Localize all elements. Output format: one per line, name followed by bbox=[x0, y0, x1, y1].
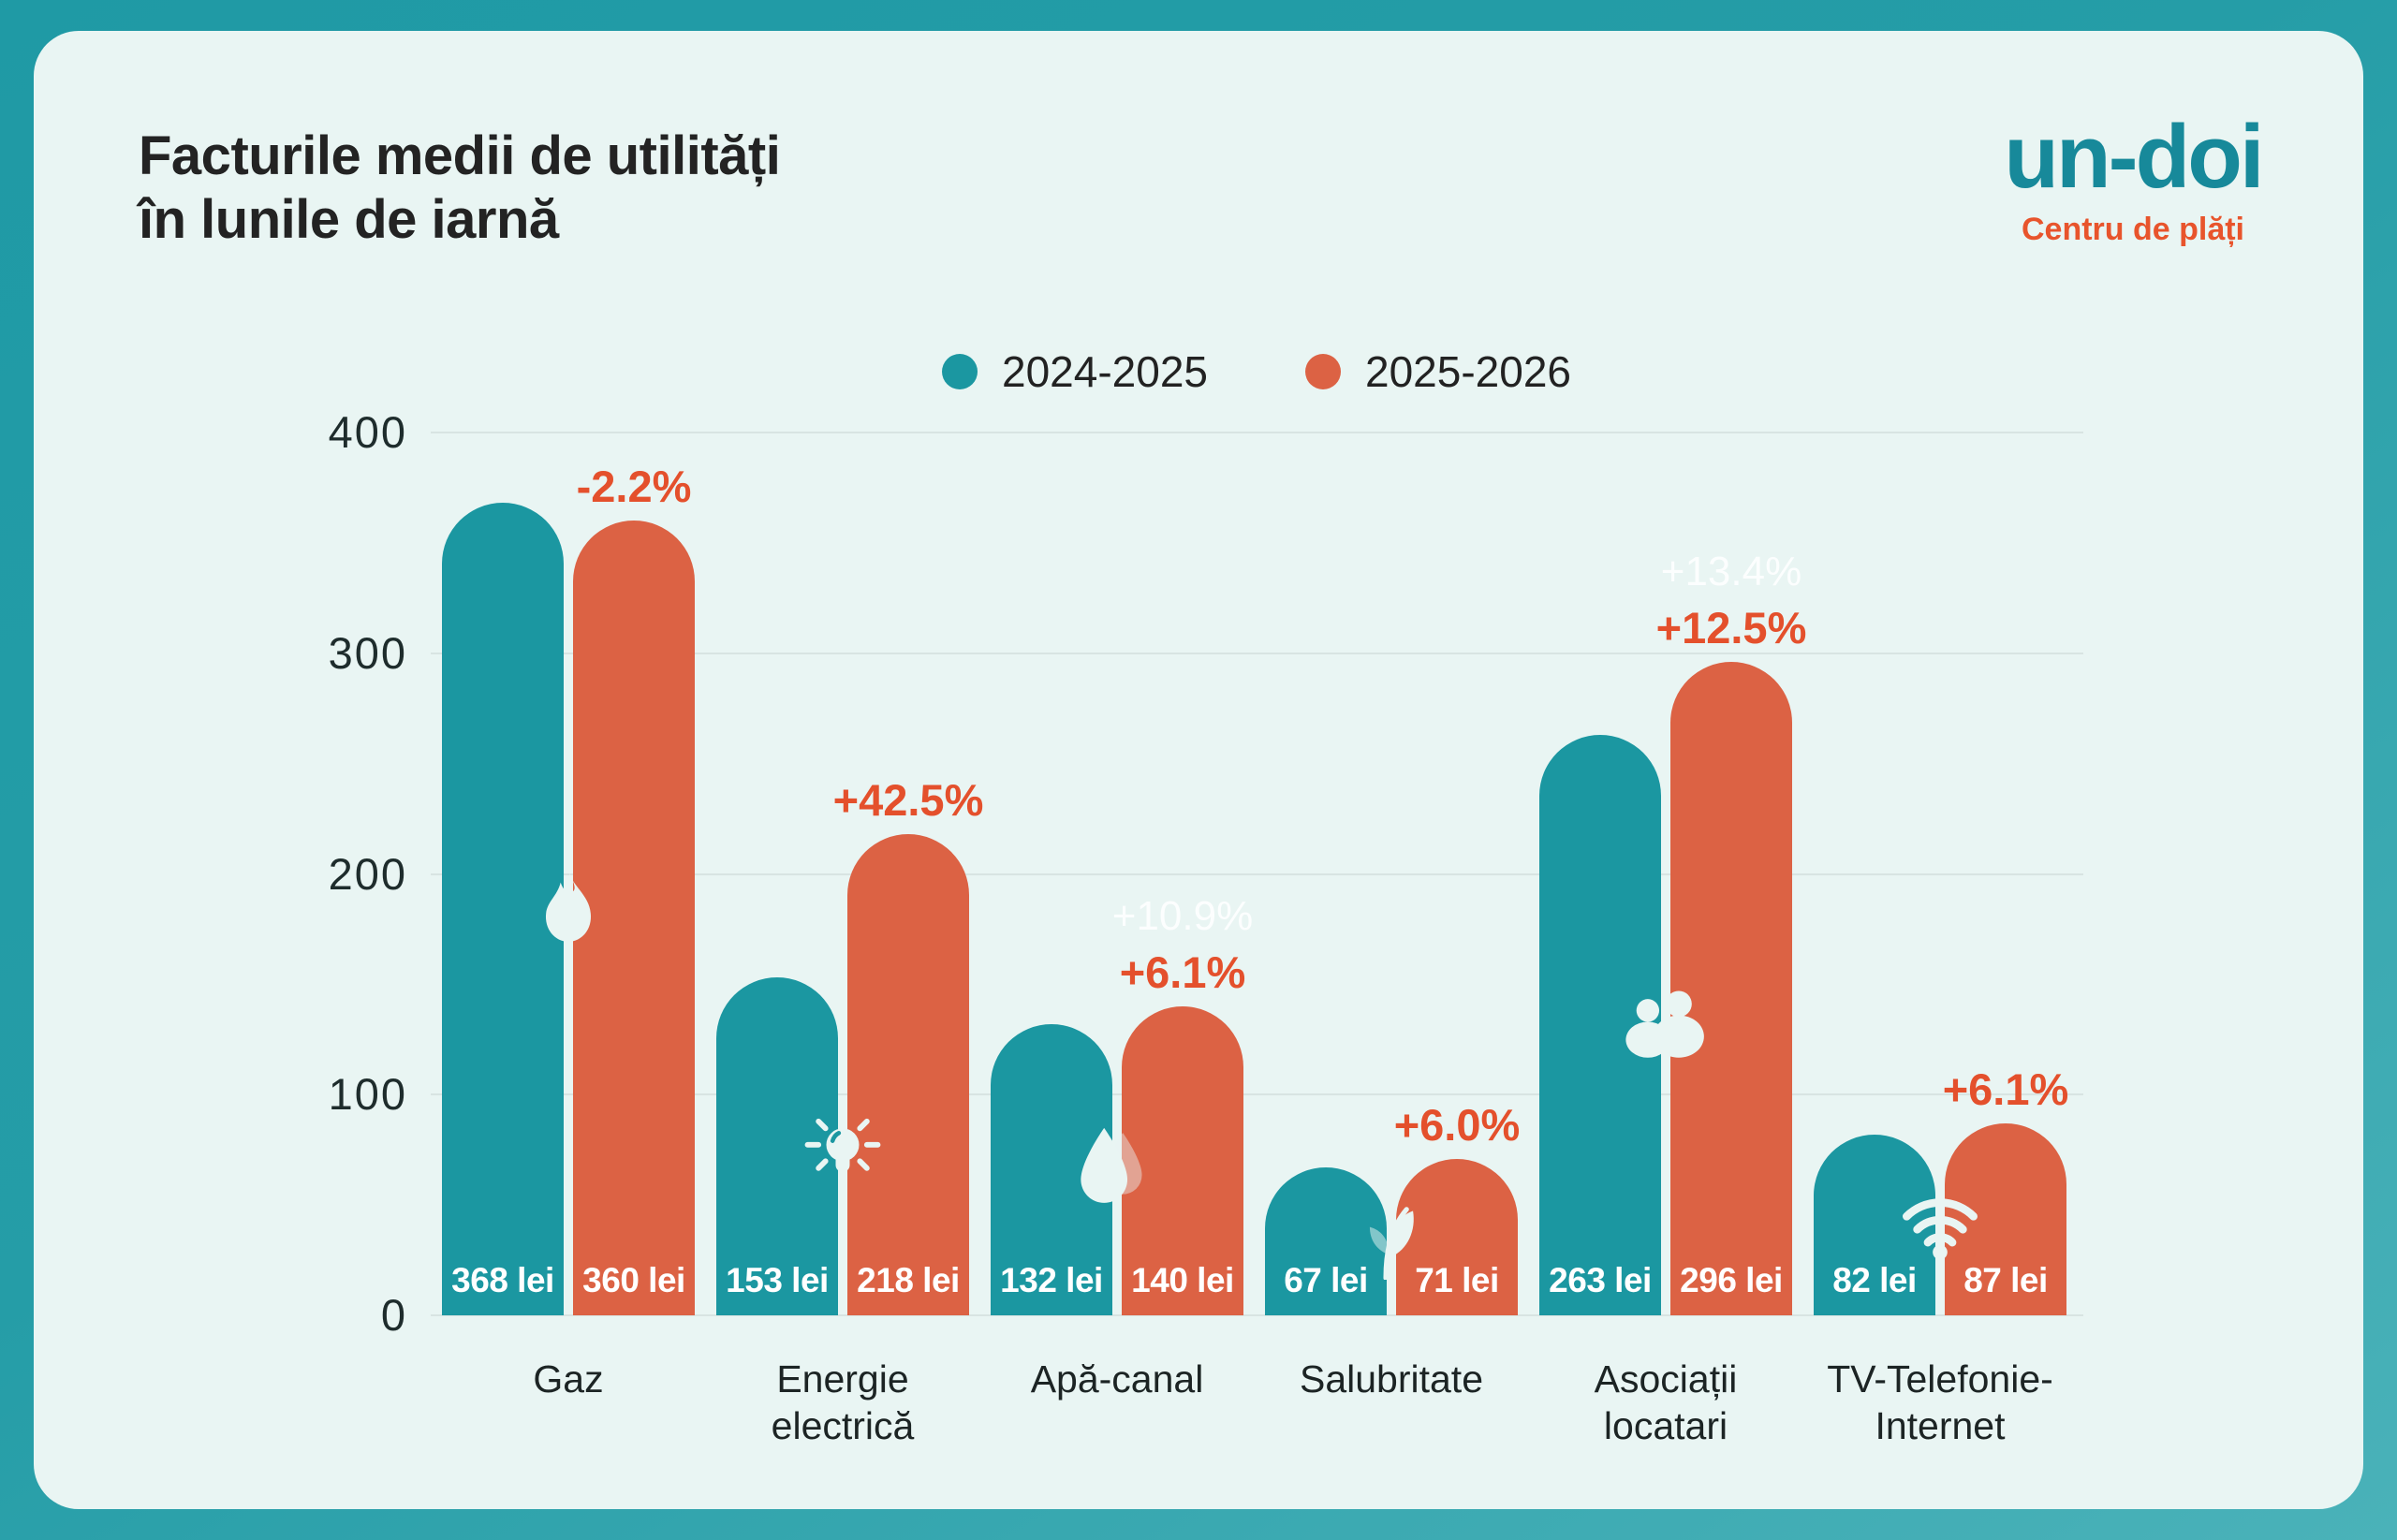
page-title: Facturile medii de utilități în lunile d… bbox=[139, 125, 781, 252]
page-title-line2: în lunile de iarnă bbox=[139, 189, 559, 250]
residents-icon bbox=[1621, 988, 1711, 1063]
bar-value-2024-2025-salubritate: 67 lei bbox=[1284, 1261, 1368, 1299]
gridline-200 bbox=[431, 873, 2083, 875]
bar-2024-2025-salubritate: 67 lei bbox=[1265, 1167, 1387, 1315]
category-label-tv-telefonie-internet: TV-Telefonie- Internet bbox=[1827, 1357, 2053, 1447]
bar-2025-2026-gaz: 360 lei bbox=[573, 521, 695, 1315]
bar-2025-2026-asociații-locatari: 296 lei bbox=[1670, 662, 1792, 1315]
y-axis-label-100: 100 bbox=[328, 1069, 407, 1120]
bar-2025-2026-salubritate: 71 lei bbox=[1396, 1158, 1518, 1315]
gridline-100 bbox=[431, 1093, 2083, 1096]
y-axis-label-400: 400 bbox=[328, 407, 407, 457]
change-label-energie-electrică: +42.5% bbox=[832, 775, 984, 826]
category-label-asociații-locatari: Asociații locatari bbox=[1594, 1357, 1738, 1447]
bar-value-2024-2025-apă-canal: 132 lei bbox=[1000, 1261, 1103, 1299]
y-axis-label-300: 300 bbox=[328, 627, 407, 678]
leaf-icon bbox=[1363, 1203, 1419, 1281]
water-drop-icon bbox=[1074, 1126, 1160, 1212]
bar-value-2025-2026-salubritate: 71 lei bbox=[1415, 1261, 1499, 1299]
lightbulb-icon bbox=[796, 1106, 890, 1187]
bar-value-2024-2025-energie-electrică: 153 lei bbox=[726, 1261, 829, 1299]
gridline-400 bbox=[431, 432, 2083, 433]
bar-2024-2025-tv-telefonie-internet: 82 lei bbox=[1814, 1134, 1935, 1315]
bar-value-2024-2025-asociații-locatari: 263 lei bbox=[1549, 1261, 1652, 1299]
change-label-apă-canal: +6.1% bbox=[1119, 946, 1246, 997]
change-label-asociații-locatari: +12.5% bbox=[1655, 603, 1807, 653]
bar-2024-2025-apă-canal: 132 lei bbox=[991, 1023, 1112, 1315]
legend-label: 2024-2025 bbox=[1002, 347, 1208, 396]
legend-dot-teal bbox=[942, 354, 978, 389]
change-label-tv-telefonie-internet: +6.1% bbox=[1942, 1063, 2069, 1114]
ghost-change-label-apă-canal: +10.9% bbox=[1111, 892, 1254, 939]
change-label-salubritate: +6.0% bbox=[1393, 1099, 1521, 1150]
plot-area: 368 lei 360 lei -2.2% 153 lei 218 lei +42.5% 1… bbox=[431, 432, 2083, 1316]
ghost-change-label-asociații-locatari: +13.4% bbox=[1660, 549, 1802, 595]
category-label-energie-electrică: Energie electrică bbox=[771, 1357, 915, 1447]
change-label-gaz: -2.2% bbox=[576, 462, 692, 512]
bar-2025-2026-tv-telefonie-internet: 87 lei bbox=[1945, 1122, 2066, 1315]
chart-legend: 2024-2025 2025-2026 bbox=[942, 346, 1571, 397]
bar-value-2025-2026-energie-electrică: 218 lei bbox=[857, 1261, 960, 1299]
legend-dot-orange bbox=[1305, 354, 1341, 389]
bar-value-2025-2026-gaz: 360 lei bbox=[582, 1261, 685, 1299]
brand-block: un-doi Centru de plăți bbox=[1983, 110, 2283, 248]
gridline-300 bbox=[431, 652, 2083, 654]
bar-2024-2025-gaz: 368 lei bbox=[442, 503, 564, 1315]
page-title-line1: Facturile medii de utilități bbox=[139, 125, 781, 186]
wifi-icon bbox=[1895, 1187, 1985, 1262]
category-label-apă-canal: Apă-canal bbox=[1030, 1357, 1204, 1401]
brand-logo: un-doi bbox=[2004, 107, 2264, 207]
y-axis-label-200: 200 bbox=[328, 848, 407, 899]
legend-item-2025-2026: 2025-2026 bbox=[1305, 346, 1571, 397]
category-label-salubritate: Salubritate bbox=[1299, 1357, 1483, 1401]
bar-2025-2026-apă-canal: 140 lei bbox=[1122, 1005, 1243, 1315]
bar-value-2025-2026-tv-telefonie-internet: 87 lei bbox=[1963, 1261, 2048, 1299]
bar-value-2024-2025-tv-telefonie-internet: 82 lei bbox=[1832, 1261, 1917, 1299]
category-label-gaz: Gaz bbox=[533, 1357, 604, 1401]
bar-value-2025-2026-asociații-locatari: 296 lei bbox=[1680, 1261, 1783, 1299]
brand-tagline: Centru de plăți bbox=[2021, 212, 2245, 247]
gridline-0 bbox=[431, 1314, 2083, 1316]
flame-icon bbox=[534, 868, 603, 950]
y-axis-label-0: 0 bbox=[380, 1290, 407, 1340]
bar-2025-2026-energie-electrică: 218 lei bbox=[847, 834, 969, 1315]
legend-label: 2025-2026 bbox=[1365, 347, 1571, 396]
bar-value-2025-2026-apă-canal: 140 lei bbox=[1131, 1261, 1234, 1299]
legend-item-2024-2025: 2024-2025 bbox=[942, 346, 1208, 397]
bar-value-2024-2025-gaz: 368 lei bbox=[451, 1261, 554, 1299]
